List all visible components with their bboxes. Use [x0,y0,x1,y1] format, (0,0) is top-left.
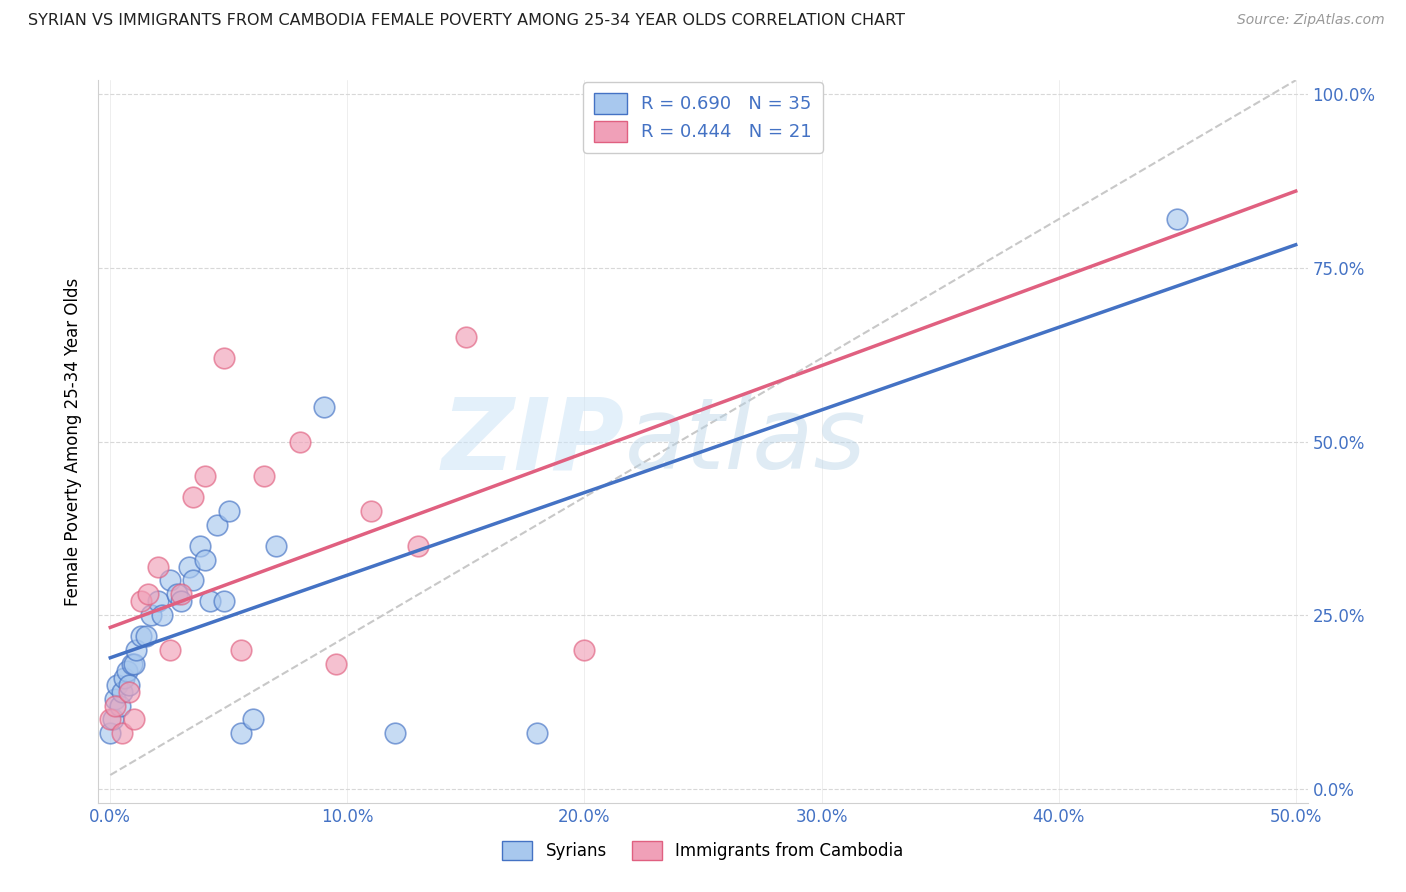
Point [118,678,141,692]
Point [198,594,221,608]
Point [1166,212,1188,227]
Point [212,594,235,608]
Point [135,629,157,643]
Point [574,643,596,657]
Point [146,559,169,574]
Point [104,691,127,706]
Point [98,726,121,740]
Point [177,559,200,574]
Point [114,671,136,685]
Text: ZIP: ZIP [441,393,624,490]
Point [181,574,204,588]
Y-axis label: Female Poverty Among 25-34 Year Olds: Female Poverty Among 25-34 Year Olds [65,277,83,606]
Point [384,726,406,740]
Point [288,434,311,449]
Point [194,552,217,566]
Point [136,587,159,601]
Point [242,713,264,727]
Point [139,608,162,623]
Point [105,678,128,692]
Point [212,351,235,366]
Point [166,587,188,601]
Point [312,400,335,414]
Point [190,539,212,553]
Point [146,594,169,608]
Point [159,574,181,588]
Point [108,698,131,713]
Point [125,643,148,657]
Point [118,684,141,698]
Point [218,504,240,518]
Text: atlas: atlas [624,393,866,490]
Point [129,594,152,608]
Point [229,726,252,740]
Point [170,594,193,608]
Text: SYRIAN VS IMMIGRANTS FROM CAMBODIA FEMALE POVERTY AMONG 25-34 YEAR OLDS CORRELAT: SYRIAN VS IMMIGRANTS FROM CAMBODIA FEMAL… [28,13,905,29]
Point [170,587,193,601]
Point [181,490,204,504]
Point [122,657,145,671]
Point [129,629,152,643]
Point [205,517,228,532]
Text: Source: ZipAtlas.com: Source: ZipAtlas.com [1237,13,1385,28]
Point [159,643,181,657]
Point [152,608,174,623]
Point [122,713,145,727]
Point [104,698,127,713]
Point [526,726,548,740]
Point [408,539,430,553]
Point [111,726,134,740]
Point [115,664,138,678]
Point [194,469,217,483]
Point [360,504,382,518]
Point [229,643,252,657]
Point [454,330,477,344]
Point [325,657,347,671]
Legend: Syrians, Immigrants from Cambodia: Syrians, Immigrants from Cambodia [496,834,910,867]
Point [98,713,121,727]
Point [101,713,124,727]
Point [264,539,287,553]
Point [111,684,134,698]
Point [121,657,143,671]
Point [253,469,276,483]
